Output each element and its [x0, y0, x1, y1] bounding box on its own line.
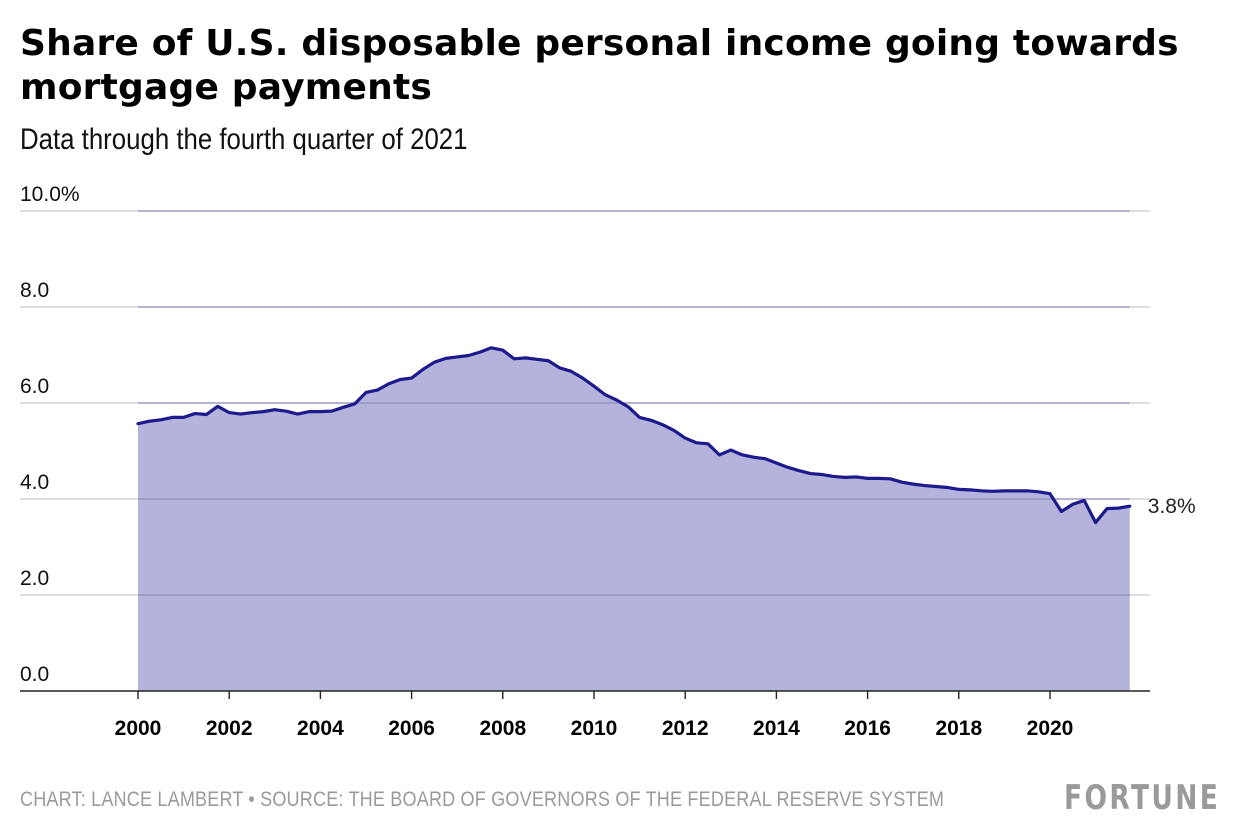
series-line [136, 346, 1132, 525]
y-tick-label: 4.0 [20, 471, 49, 494]
x-tick-label: 2008 [479, 717, 526, 740]
end-value-label: 3.8% [1148, 495, 1196, 518]
x-tick-label: 2002 [206, 717, 253, 740]
x-tick-label: 2006 [388, 717, 435, 740]
x-tick-label: 2018 [935, 717, 982, 740]
x-tick-label: 2004 [297, 717, 344, 740]
x-tick-label: 2012 [662, 717, 709, 740]
x-tick-label: 2016 [844, 717, 891, 740]
y-tick-label: 0.0 [20, 663, 49, 686]
y-tick-label: 6.0 [20, 375, 49, 398]
labels: 0.0 2.0 4.0 6.0 8.0 10.0% 2000 2002 2004 2006 2008… [20, 183, 1196, 740]
chart-title: Share of U.S. disposable personal income… [20, 23, 1179, 108]
chart-subtitle: Data through the fourth quarter of 2021 [20, 123, 468, 156]
fortune-logo: FORTUNE [1063, 778, 1220, 818]
y-tick-label: 2.0 [20, 567, 49, 590]
x-tick-label: 2020 [1027, 717, 1074, 740]
y-tick-label: 8.0 [20, 279, 49, 302]
source-credit: CHART: LANCE LAMBERT • SOURCE: THE BOARD… [20, 788, 945, 811]
axes [20, 690, 1150, 699]
series-area [136, 210, 1132, 691]
y-tick-label: 10.0% [20, 183, 80, 206]
x-tick-label: 2014 [753, 717, 800, 740]
x-tick-label: 2010 [571, 717, 618, 740]
series-area-fill [138, 347, 1130, 691]
x-tick-label: 2000 [115, 717, 162, 740]
